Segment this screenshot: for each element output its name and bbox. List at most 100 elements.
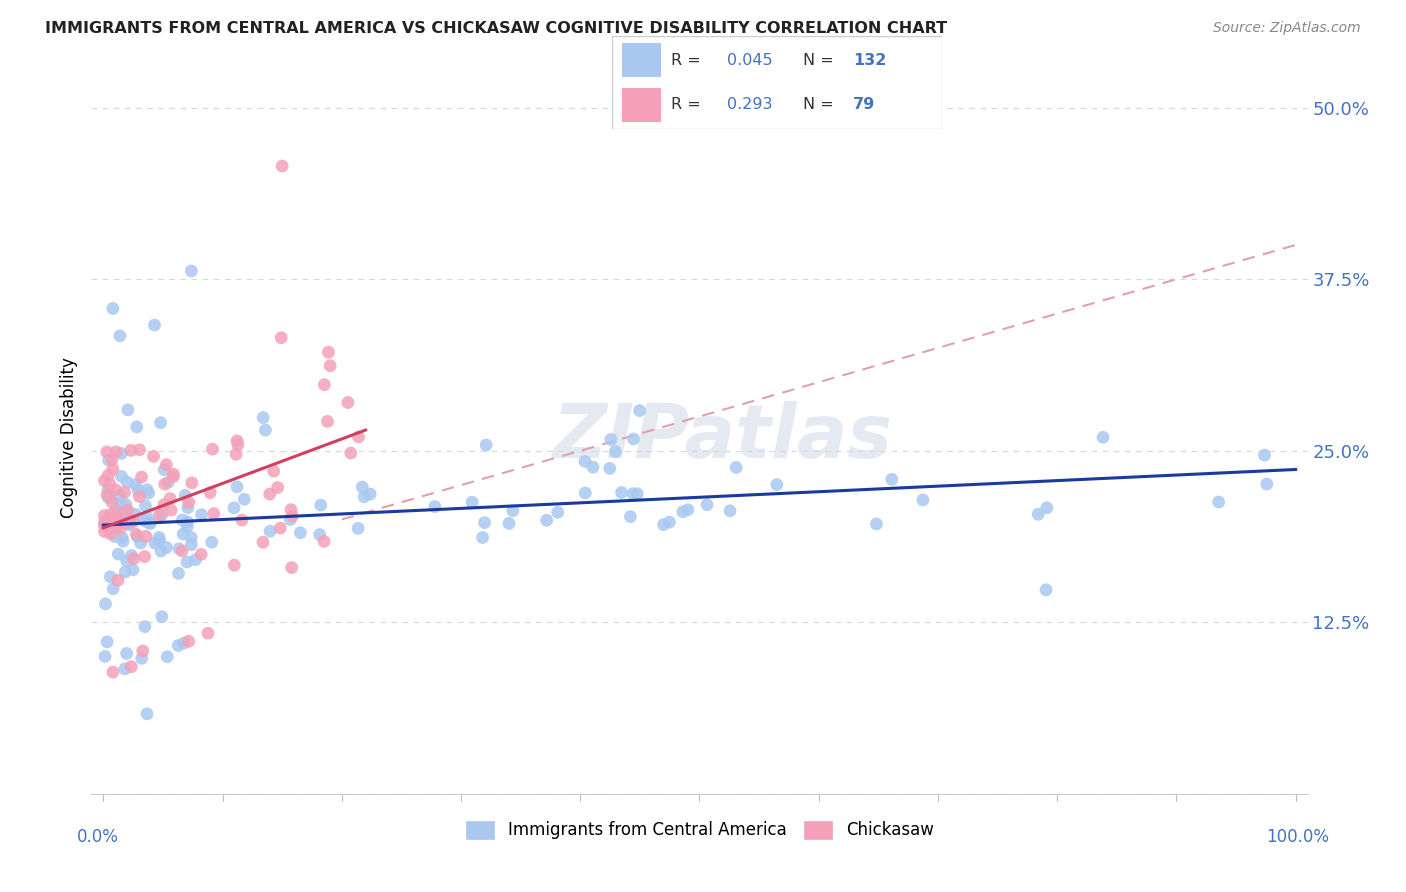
Text: IMMIGRANTS FROM CENTRAL AMERICA VS CHICKASAW COGNITIVE DISABILITY CORRELATION CH: IMMIGRANTS FROM CENTRAL AMERICA VS CHICK… bbox=[45, 21, 948, 36]
Point bbox=[149, 533, 172, 548]
Point bbox=[98, 570, 121, 584]
Point bbox=[766, 477, 789, 491]
Point bbox=[224, 558, 246, 573]
Point bbox=[316, 414, 339, 428]
Point bbox=[93, 518, 115, 533]
Point bbox=[226, 434, 249, 448]
Point bbox=[574, 454, 596, 468]
Point bbox=[114, 497, 136, 511]
Point bbox=[156, 649, 179, 664]
Point bbox=[1036, 500, 1059, 515]
Point bbox=[461, 495, 484, 509]
Text: R =: R = bbox=[671, 97, 706, 112]
Point bbox=[177, 495, 200, 509]
Point bbox=[177, 634, 200, 648]
Point bbox=[98, 513, 121, 527]
Point bbox=[118, 517, 141, 532]
Point bbox=[114, 516, 136, 530]
Point bbox=[225, 447, 247, 461]
Text: N =: N = bbox=[803, 53, 839, 68]
Point bbox=[162, 467, 184, 482]
Point bbox=[623, 432, 645, 446]
Point bbox=[180, 475, 202, 490]
Point bbox=[1026, 507, 1049, 521]
Point bbox=[280, 502, 302, 516]
Point bbox=[599, 461, 621, 475]
Y-axis label: Cognitive Disability: Cognitive Disability bbox=[59, 357, 77, 517]
Point bbox=[474, 516, 496, 530]
Point bbox=[108, 522, 131, 536]
Point bbox=[865, 516, 887, 531]
Point bbox=[108, 328, 131, 343]
Point bbox=[153, 477, 176, 491]
Point bbox=[108, 512, 131, 526]
Text: ZIPatlas: ZIPatlas bbox=[554, 401, 893, 474]
Point bbox=[124, 508, 146, 522]
Point bbox=[226, 480, 249, 494]
Point bbox=[100, 516, 122, 531]
Point bbox=[134, 549, 156, 564]
Point bbox=[150, 508, 173, 522]
Point bbox=[139, 516, 162, 530]
Text: 0.045: 0.045 bbox=[727, 53, 773, 68]
Point bbox=[176, 515, 198, 529]
Point bbox=[136, 706, 159, 721]
Point bbox=[263, 464, 285, 478]
Point bbox=[105, 519, 128, 533]
Point bbox=[117, 503, 139, 517]
Point bbox=[101, 301, 124, 316]
Point bbox=[423, 500, 446, 514]
Point bbox=[202, 507, 225, 521]
Point bbox=[160, 503, 183, 517]
Point bbox=[94, 649, 117, 664]
Point bbox=[619, 509, 641, 524]
Point bbox=[352, 480, 374, 494]
Point bbox=[266, 481, 288, 495]
Point bbox=[155, 458, 177, 472]
Point bbox=[197, 626, 219, 640]
Point bbox=[150, 609, 173, 624]
Point bbox=[314, 534, 336, 549]
Point bbox=[547, 505, 569, 519]
Point bbox=[190, 508, 212, 522]
Point bbox=[136, 483, 159, 497]
Point bbox=[309, 498, 332, 512]
Point bbox=[122, 551, 145, 566]
Point bbox=[672, 505, 695, 519]
Point bbox=[184, 552, 207, 566]
Point bbox=[122, 514, 145, 528]
Point bbox=[97, 483, 120, 497]
Point bbox=[93, 474, 115, 488]
Point bbox=[148, 530, 170, 544]
Text: 79: 79 bbox=[853, 97, 875, 112]
Point bbox=[725, 460, 748, 475]
Point bbox=[170, 544, 193, 558]
Point bbox=[149, 544, 172, 558]
Point bbox=[111, 531, 134, 545]
Text: 132: 132 bbox=[853, 53, 886, 68]
Point bbox=[93, 516, 115, 530]
Point bbox=[176, 555, 198, 569]
Point bbox=[138, 516, 160, 531]
Point bbox=[97, 468, 120, 483]
Point bbox=[124, 477, 146, 491]
Point bbox=[173, 636, 195, 650]
Point bbox=[269, 521, 291, 535]
Point bbox=[475, 438, 498, 452]
Point bbox=[125, 527, 148, 541]
Point bbox=[1253, 448, 1275, 462]
Point bbox=[108, 488, 131, 502]
Point bbox=[104, 483, 127, 497]
Point bbox=[117, 402, 139, 417]
Point bbox=[143, 318, 166, 332]
Point bbox=[132, 644, 155, 658]
Text: 0.293: 0.293 bbox=[727, 97, 773, 112]
Point bbox=[911, 492, 934, 507]
Point bbox=[98, 477, 121, 491]
Point bbox=[157, 475, 180, 490]
Point bbox=[167, 639, 190, 653]
Point bbox=[308, 527, 330, 541]
Point bbox=[314, 377, 336, 392]
Point bbox=[231, 513, 253, 527]
Point bbox=[103, 582, 125, 596]
